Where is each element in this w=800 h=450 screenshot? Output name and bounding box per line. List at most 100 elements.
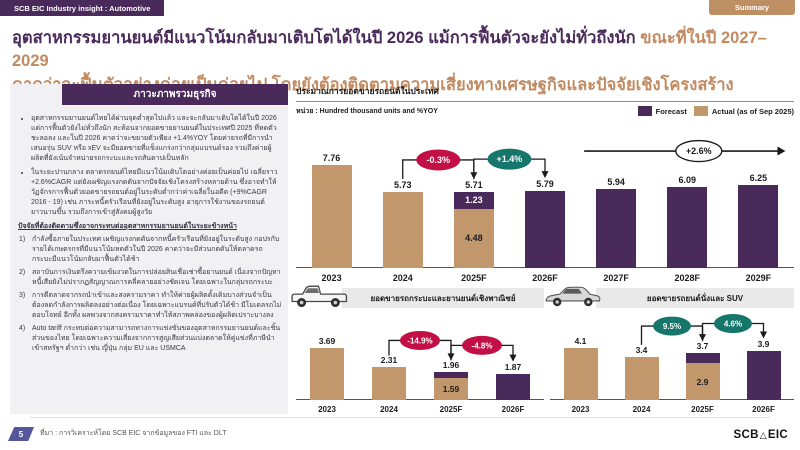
axis-label: 2027F — [603, 273, 629, 283]
legend-item-forecast: Forecast — [637, 106, 687, 116]
pickup-truck-icon — [291, 285, 348, 308]
bar-segment — [311, 165, 352, 268]
source-note: ที่มา : การวิเคราะห์โดย SCB EIC จากข้อมู… — [40, 430, 227, 437]
legend-label: Forecast — [655, 106, 687, 116]
domestic-sales-chart-card: ประมาณการยอดขายรถยนต์ในประเทศ หน่วย : Hu… — [296, 84, 794, 286]
overview-bullet: ในระยะปานกลาง ตลาดรถยนต์ไทยมีแนวโน้มเติบ… — [31, 168, 282, 218]
bar-value-label: 3.9 — [757, 338, 770, 349]
bar-segment — [496, 373, 530, 400]
watch-factor-item: สถาบันการเงินตรึงความเข้มงวดในการปล่อยสิ… — [19, 268, 281, 286]
bar-column-2024: 3.4 2024 — [611, 316, 672, 414]
bar-2023 — [311, 165, 352, 268]
sedan-car-icon — [545, 286, 601, 307]
badges-overlay: 9.5% 4.6% — [640, 314, 767, 345]
business-overview-panel: ภาวะภาพรวมธุรกิจ อุตสาหกรรมยานยนต์ไทยได้… — [10, 84, 288, 414]
bar-segment — [372, 367, 406, 400]
overview-panel-heading: ภาวะภาพรวมธุรกิจ — [62, 84, 288, 105]
bar-segment: 1.23 — [453, 192, 494, 209]
bar-2025F: 1.23 4.48 — [453, 192, 494, 268]
growth-badge: 4.6% — [724, 320, 742, 329]
bar-column-2026F: 3.9 2026F — [733, 316, 794, 414]
bar-2026F — [524, 191, 565, 268]
bar-column-2026F: 5.79 2026F — [509, 119, 580, 283]
bar-value-label: 1.87 — [504, 361, 522, 372]
bar-value-label: 1.96 — [442, 360, 460, 371]
bar-value-label: 2.31 — [380, 355, 398, 366]
bar-2027F — [596, 189, 637, 268]
axis-label: 2026F — [501, 405, 525, 414]
growth-badge: +1.4% — [497, 154, 523, 164]
badges-overlay: -14.9% -4.8% — [388, 330, 517, 362]
axis-label: 2023 — [571, 405, 590, 414]
bar-2025F: 1.59 — [434, 372, 468, 400]
bar-column-2024: 2.31 2024 — [358, 316, 420, 414]
domestic-chart-title: ประมาณการยอดขายรถยนต์ในประเทศ — [296, 86, 439, 96]
bar-column-2027F: 5.94 2027F — [581, 119, 652, 283]
bar-2026F — [496, 373, 530, 400]
summary-button[interactable]: Summary — [709, 0, 795, 15]
growth-badge: 9.5% — [663, 322, 681, 331]
bar-segment — [310, 348, 344, 400]
bar-segment: 4.48 — [453, 208, 494, 268]
logo-scb-text: SCB — [733, 429, 759, 441]
bar-value-label: 5.94 — [607, 177, 625, 188]
scbeic-logo: SCB △ EIC — [734, 429, 789, 441]
bar-2024 — [372, 367, 406, 400]
bar-2023 — [563, 348, 598, 400]
pickup-sales-chart-card: ยอดขายรถกระบะและยานยนต์เชิงพาณิชย์ 3.69 2… — [291, 285, 544, 416]
bar-segment — [434, 372, 468, 378]
growth-badge: +2.6% — [686, 146, 712, 156]
bar-column-2023: 4.1 2023 — [550, 316, 611, 414]
bar-column-2029F: 6.25 2029F — [723, 119, 794, 283]
watch-factor-item: การตีตลาดจากรถนำเข้าและสงครามราคา ทำให้ค… — [19, 291, 282, 319]
bar-column-2023: 7.76 2023 — [296, 119, 367, 283]
axis-label: 2024 — [632, 405, 651, 414]
growth-badge: -0.3% — [427, 155, 451, 165]
bar-2029F — [738, 185, 779, 268]
badges-overlay: -0.3% +1.4% +2.6% — [402, 139, 786, 180]
bar-value-label: 5.71 — [465, 180, 483, 191]
chart-unit-label: หน่วย : Hundred thousand units and %YOY — [296, 107, 438, 115]
passenger-sales-chart-card: ยอดขายรถยนต์นั่งและ SUV 4.1 2023 3.4 2024 2.… — [545, 286, 794, 416]
report-series-badge: SCB EIC Industry insight : Automotive — [0, 0, 165, 16]
axis-label: 2025F — [439, 405, 463, 414]
logo-eic-text: EIC — [767, 429, 788, 441]
pickup-chart-title: ยอดขายรถกระบะและยานยนต์เชิงพาณิชย์ — [342, 288, 544, 308]
bar-segment — [738, 185, 779, 268]
chart-legend: Forecast Actual (as of Sep 2025) — [637, 106, 794, 116]
bar-value-label: 3.7 — [696, 341, 709, 352]
bar-2026F — [746, 350, 781, 400]
axis-label: 2025F — [691, 405, 714, 414]
title-part-purple: อุตสาหกรรมยานยนต์มีแนวโน้มกลับมาเติบโตได… — [12, 29, 636, 47]
bar-2024 — [624, 356, 659, 400]
x-axis-line — [296, 399, 544, 400]
bar-segment — [624, 356, 659, 400]
growth-badge: -4.8% — [472, 341, 493, 350]
bar-segment — [524, 191, 565, 268]
title-part-tan: ขณะที่ในปี 2027–2029 — [12, 29, 767, 71]
forecast-swatch-icon — [637, 106, 652, 116]
bar-value-label: 7.76 — [322, 153, 341, 163]
bar-segment — [563, 348, 598, 400]
bar-2024 — [382, 191, 423, 268]
bar-column-2025F: 2.9 3.7 2025F — [672, 316, 733, 414]
pickup-sales-bar-plot: 3.69 2023 2.31 2024 1.59 1.96 2025F 1.87 2026F -1… — [296, 316, 544, 414]
growth-badge: -14.9% — [407, 336, 432, 345]
bar-value-label: 5.73 — [393, 179, 412, 190]
axis-label: 2023 — [321, 273, 342, 283]
bar-segment — [746, 350, 781, 400]
bar-segment — [667, 187, 708, 268]
watch-factor-item: Auto tariff กระทบต่อความสามารถทางการแข่ง… — [19, 324, 281, 352]
passenger-chart-title: ยอดขายรถยนต์นั่งและ SUV — [596, 288, 794, 308]
axis-label: 2023 — [318, 405, 336, 414]
bar-segment — [596, 189, 637, 268]
bar-2023 — [310, 348, 344, 400]
bar-segment: 1.59 — [434, 377, 468, 400]
legend-label: Actual (as of Sep 2025) — [711, 106, 794, 116]
axis-label: 2024 — [380, 405, 398, 414]
bar-value-label: 5.79 — [536, 179, 554, 190]
bar-column-2026F: 1.87 2026F — [482, 316, 544, 414]
bar-value-label: 6.25 — [749, 173, 768, 184]
chart-title-rule — [296, 101, 794, 102]
logo-triangle-icon: △ — [759, 429, 767, 440]
